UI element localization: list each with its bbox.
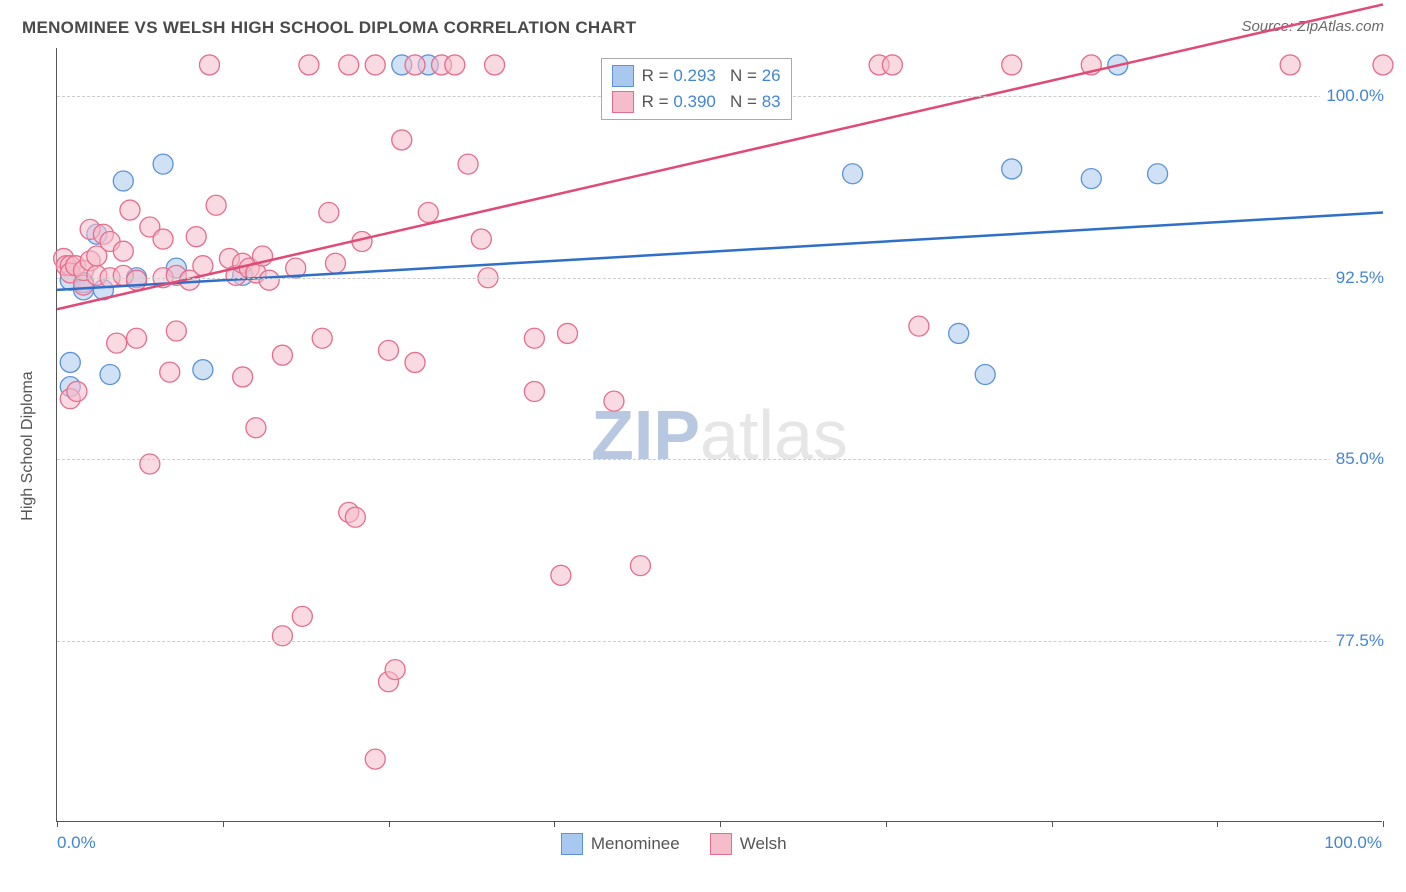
scatter-point — [1373, 55, 1393, 75]
scatter-point — [458, 154, 478, 174]
scatter-point — [299, 55, 319, 75]
stats-legend: R = 0.293 N = 26 R = 0.390 N = 83 — [601, 58, 792, 120]
series-legend-label: Menominee — [591, 834, 680, 854]
scatter-point — [551, 565, 571, 585]
x-tick — [1383, 821, 1384, 827]
scatter-point — [882, 55, 902, 75]
scatter-point — [365, 749, 385, 769]
scatter-point — [153, 229, 173, 249]
scatter-point — [949, 323, 969, 343]
scatter-point — [153, 154, 173, 174]
scatter-point — [312, 328, 332, 348]
scatter-point — [524, 381, 544, 401]
scatter-point — [60, 352, 80, 372]
scatter-point — [604, 391, 624, 411]
scatter-point — [1002, 159, 1022, 179]
scatter-point — [524, 328, 544, 348]
chart-title: MENOMINEE VS WELSH HIGH SCHOOL DIPLOMA C… — [22, 18, 636, 38]
scatter-point — [113, 241, 133, 261]
scatter-point — [558, 323, 578, 343]
scatter-point — [345, 507, 365, 527]
scatter-point — [120, 200, 140, 220]
scatter-point — [843, 164, 863, 184]
scatter-point — [339, 55, 359, 75]
y-tick-label: 92.5% — [1330, 268, 1384, 288]
scatter-point — [193, 256, 213, 276]
x-tick — [1052, 821, 1053, 827]
scatter-point — [272, 626, 292, 646]
series-legend-item: Welsh — [710, 833, 787, 855]
x-tick — [886, 821, 887, 827]
scatter-point — [909, 316, 929, 336]
scatter-point — [445, 55, 465, 75]
scatter-point — [206, 195, 226, 215]
legend-swatch — [612, 91, 634, 113]
stats-legend-row: R = 0.390 N = 83 — [612, 89, 781, 115]
scatter-point — [1280, 55, 1300, 75]
scatter-point — [166, 321, 186, 341]
x-tick — [223, 821, 224, 827]
scatter-point — [186, 227, 206, 247]
scatter-point — [471, 229, 491, 249]
regression-line — [57, 4, 1383, 309]
y-axis-label: High School Diploma — [19, 371, 37, 520]
series-legend-item: Menominee — [561, 833, 680, 855]
scatter-point — [365, 55, 385, 75]
scatter-point — [259, 270, 279, 290]
scatter-point — [392, 130, 412, 150]
legend-swatch — [710, 833, 732, 855]
scatter-point — [405, 55, 425, 75]
legend-swatch — [612, 65, 634, 87]
scatter-point — [405, 352, 425, 372]
x-tick — [554, 821, 555, 827]
scatter-point — [485, 55, 505, 75]
scatter-point — [319, 202, 339, 222]
stats-legend-row: R = 0.293 N = 26 — [612, 63, 781, 89]
series-legend: Menominee Welsh — [561, 833, 787, 855]
legend-swatch — [561, 833, 583, 855]
scatter-point — [1081, 169, 1101, 189]
scatter-point — [325, 253, 345, 273]
gridline — [57, 459, 1382, 460]
scatter-point — [127, 328, 147, 348]
y-tick-label: 85.0% — [1330, 449, 1384, 469]
scatter-point — [113, 171, 133, 191]
scatter-point — [67, 381, 87, 401]
scatter-point — [233, 367, 253, 387]
scatter-point — [100, 365, 120, 385]
scatter-point — [246, 418, 266, 438]
scatter-point — [385, 660, 405, 680]
scatter-point — [199, 55, 219, 75]
scatter-point — [140, 454, 160, 474]
scatter-point — [127, 270, 147, 290]
legend-stat-text: R = 0.390 N = 83 — [642, 92, 781, 112]
x-tick-label-max: 100.0% — [1324, 833, 1382, 853]
gridline — [57, 641, 1382, 642]
scatter-point — [1148, 164, 1168, 184]
scatter-point — [630, 556, 650, 576]
plot-area: ZIPatlas 77.5%85.0%92.5%100.0%0.0%100.0%… — [56, 48, 1382, 822]
legend-stat-text: R = 0.293 N = 26 — [642, 66, 781, 86]
scatter-point — [1002, 55, 1022, 75]
x-tick — [1217, 821, 1218, 827]
series-legend-label: Welsh — [740, 834, 787, 854]
scatter-point — [160, 362, 180, 382]
x-tick — [389, 821, 390, 827]
x-tick — [720, 821, 721, 827]
x-tick — [57, 821, 58, 827]
chart-svg — [57, 48, 1382, 821]
gridline — [57, 278, 1382, 279]
scatter-point — [292, 606, 312, 626]
scatter-point — [272, 345, 292, 365]
y-tick-label: 100.0% — [1320, 86, 1384, 106]
y-tick-label: 77.5% — [1330, 631, 1384, 651]
scatter-point — [379, 340, 399, 360]
scatter-point — [975, 365, 995, 385]
scatter-point — [107, 333, 127, 353]
scatter-point — [418, 202, 438, 222]
scatter-point — [193, 360, 213, 380]
x-tick-label-min: 0.0% — [57, 833, 96, 853]
